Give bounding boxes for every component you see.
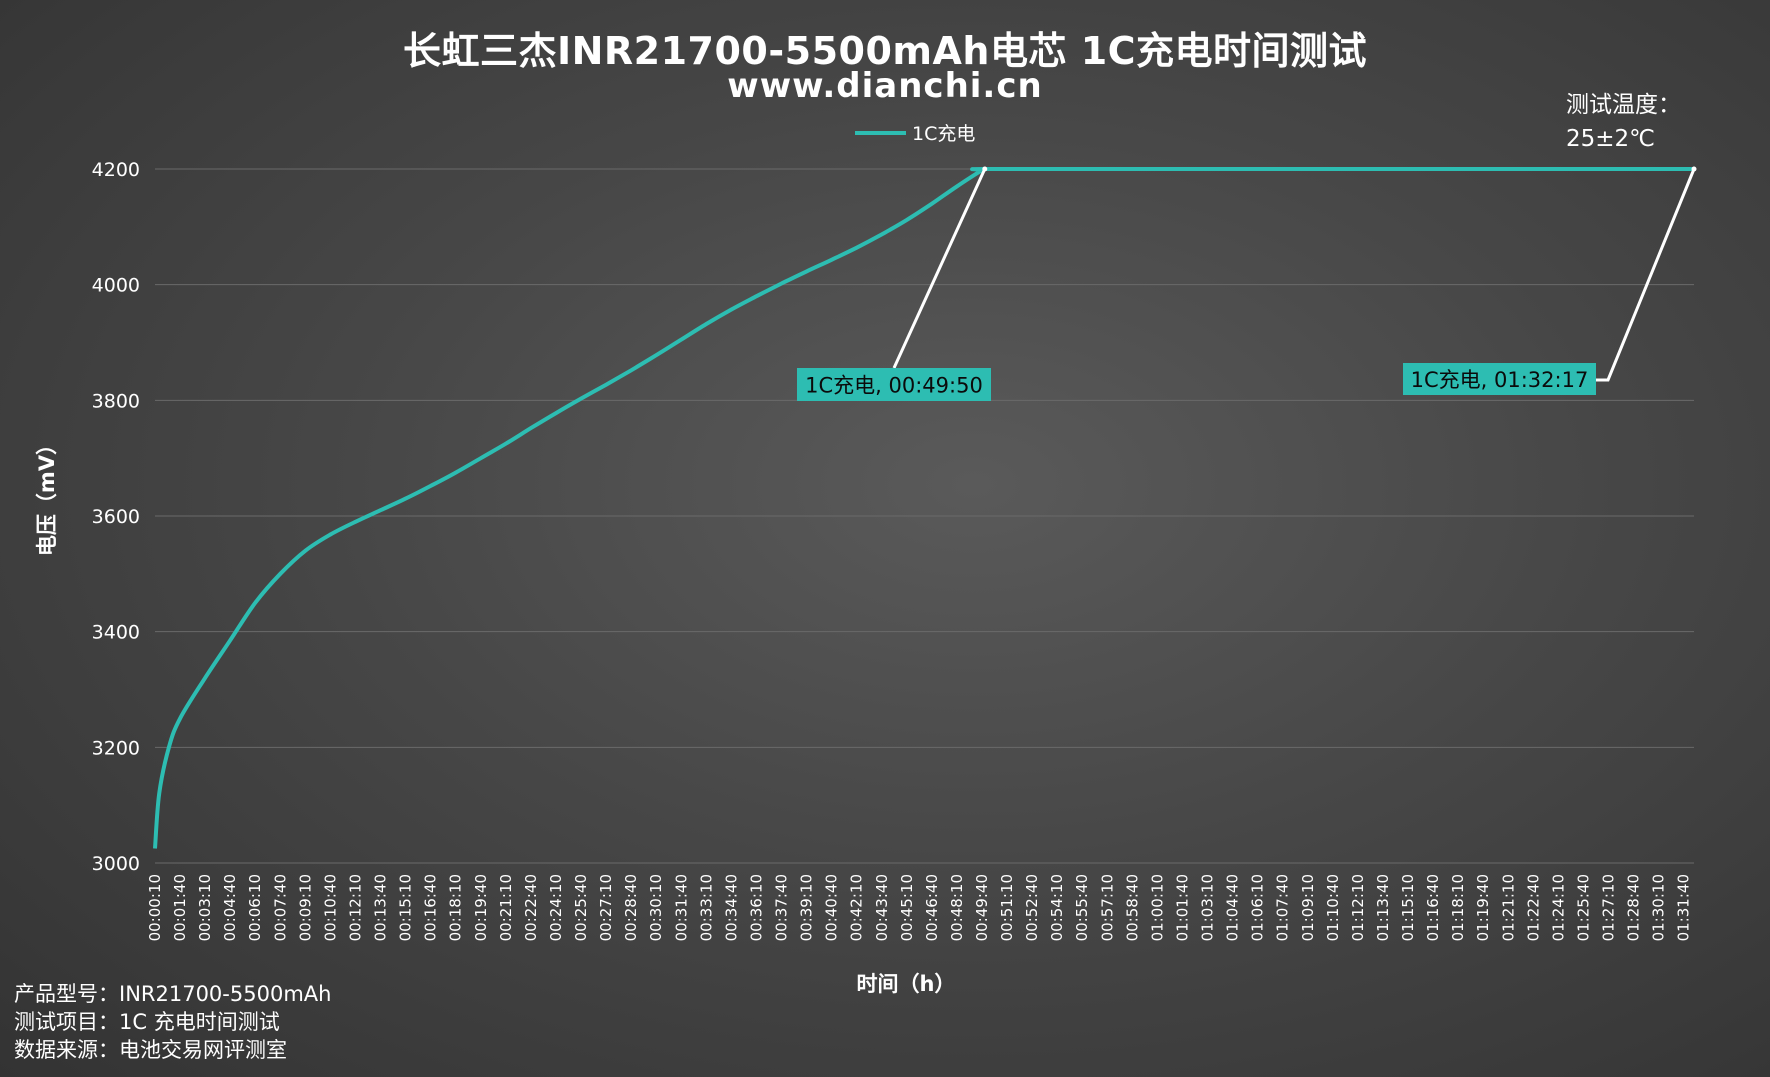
x-tick-label: 00:15:10 (397, 874, 415, 941)
x-tick-label: 00:03:10 (196, 874, 214, 941)
x-tick-label: 01:06:10 (1249, 874, 1267, 941)
x-tick-label: 00:09:10 (296, 874, 314, 941)
x-tick-label: 01:09:10 (1299, 874, 1317, 941)
x-tick-label: 00:34:40 (722, 874, 740, 941)
x-tick-label: 00:07:40 (271, 874, 289, 941)
x-tick-label: 00:42:10 (848, 874, 866, 941)
x-tick-label: 00:16:40 (422, 874, 440, 941)
x-tick-label: 00:33:10 (697, 874, 715, 941)
callout-label: 1C充电, 00:49:50 (805, 374, 983, 398)
footer-info: 产品型号：INR21700-5500mAh 测试项目：1C 充电时间测试 数据来… (14, 980, 331, 1064)
x-tick-label: 01:13:40 (1374, 874, 1392, 941)
temperature-note-value: 25±2℃ (1566, 126, 1656, 152)
x-tick-label: 00:19:40 (472, 874, 490, 941)
temperature-note-label: 测试温度： (1566, 92, 1681, 118)
footer-model: 产品型号：INR21700-5500mAh (14, 982, 332, 1006)
x-tick-label: 01:31:40 (1675, 874, 1693, 941)
callout-leader (1596, 168, 1696, 382)
x-tick-label: 00:57:10 (1098, 874, 1116, 941)
x-tick-label: 01:15:10 (1399, 874, 1417, 941)
y-tick-label: 3400 (92, 622, 140, 644)
y-tick-label: 3600 (92, 506, 140, 528)
y-axis-ticks: 3000 3200 3400 3600 3800 4000 4200 (92, 159, 140, 875)
x-tick-label: 00:39:10 (798, 874, 816, 941)
x-tick-label: 01:22:40 (1524, 874, 1542, 941)
x-tick-label: 00:12:10 (346, 874, 364, 941)
x-tick-label: 00:55:40 (1073, 874, 1091, 941)
x-tick-label: 00:00:10 (146, 874, 164, 941)
chart-title: 长虹三杰INR21700-5500mAh电芯 1C充电时间测试 (402, 29, 1368, 73)
x-tick-label: 00:45:10 (898, 874, 916, 941)
x-tick-label: 00:49:40 (973, 874, 991, 941)
x-tick-label: 01:10:40 (1324, 874, 1342, 941)
x-tick-label: 00:13:40 (372, 874, 390, 941)
footer-source: 数据来源：电池交易网评测室 (14, 1038, 287, 1062)
callout-box (1403, 363, 1596, 395)
callout-leader (892, 168, 987, 369)
x-tick-label: 01:25:40 (1574, 874, 1592, 941)
x-tick-label: 01:07:40 (1274, 874, 1292, 941)
x-tick-label: 00:30:10 (647, 874, 665, 941)
x-tick-label: 01:16:40 (1424, 874, 1442, 941)
y-axis-label: 电压（mV） (35, 434, 59, 556)
x-tick-label: 00:43:40 (873, 874, 891, 941)
x-tick-label: 01:03:10 (1199, 874, 1217, 941)
x-axis-label: 时间（h） (857, 972, 956, 996)
x-tick-label: 01:19:40 (1474, 874, 1492, 941)
x-tick-label: 00:52:40 (1023, 874, 1041, 941)
x-tick-label: 00:24:10 (547, 874, 565, 941)
y-tick-label: 4200 (92, 159, 140, 181)
legend: 1C充电 (855, 123, 975, 145)
callout-layer: 1C充电, 00:49:50 1C充电, 01:32:17 (797, 166, 1697, 401)
temperature-note: 测试温度： 25±2℃ (1566, 88, 1681, 156)
x-tick-label: 00:40:40 (823, 874, 841, 941)
footer-test-item: 测试项目：1C 充电时间测试 (14, 1010, 280, 1034)
x-tick-label: 01:27:10 (1600, 874, 1618, 941)
x-tick-label: 00:31:40 (672, 874, 690, 941)
series-line (153, 166, 1695, 849)
x-tick-label: 00:21:10 (497, 874, 515, 941)
x-tick-label: 01:24:10 (1549, 874, 1567, 941)
x-tick-label: 01:30:10 (1650, 874, 1668, 941)
callout-box (797, 368, 991, 401)
x-tick-label: 00:48:10 (948, 874, 966, 941)
y-tick-label: 3800 (92, 390, 140, 412)
x-tick-label: 00:01:40 (171, 874, 189, 941)
x-tick-label: 01:12:10 (1349, 874, 1367, 941)
x-tick-label: 01:18:10 (1449, 874, 1467, 941)
x-tick-label: 00:54:10 (1048, 874, 1066, 941)
grid-lines (155, 168, 1694, 864)
x-tick-label: 00:25:40 (572, 874, 590, 941)
x-tick-label: 01:00:10 (1148, 874, 1166, 941)
x-tick-label: 01:28:40 (1625, 874, 1643, 941)
x-tick-label: 00:06:10 (246, 874, 264, 941)
y-tick-label: 3000 (92, 853, 140, 875)
x-tick-label: 01:21:10 (1499, 874, 1517, 941)
callout-label: 1C充电, 01:32:17 (1411, 368, 1589, 392)
x-tick-label: 00:37:40 (773, 874, 791, 941)
chart-subtitle: www.dianchi.cn (727, 66, 1043, 106)
x-tick-label: 00:28:40 (622, 874, 640, 941)
series-layer (153, 166, 1695, 849)
data-point-marker (982, 166, 988, 172)
data-point-marker (1691, 166, 1697, 172)
x-tick-label: 00:36:10 (747, 874, 765, 941)
x-tick-label: 00:27:10 (597, 874, 615, 941)
x-tick-label: 01:04:40 (1224, 874, 1242, 941)
x-tick-label: 00:04:40 (221, 874, 239, 941)
x-tick-label: 00:22:40 (522, 874, 540, 941)
x-tick-label: 00:18:10 (447, 874, 465, 941)
x-tick-label: 00:46:40 (923, 874, 941, 941)
legend-label: 1C充电 (912, 123, 975, 145)
x-axis-ticks: 00:00:10 00:01:40 00:03:10 00:04:40 00:06:10… (146, 874, 1693, 941)
y-tick-label: 4000 (92, 275, 140, 297)
y-tick-label: 3200 (92, 737, 140, 759)
x-tick-label: 00:10:40 (321, 874, 339, 941)
x-tick-label: 01:01:40 (1173, 874, 1191, 941)
x-tick-label: 00:58:40 (1123, 874, 1141, 941)
x-tick-label: 00:51:10 (998, 874, 1016, 941)
